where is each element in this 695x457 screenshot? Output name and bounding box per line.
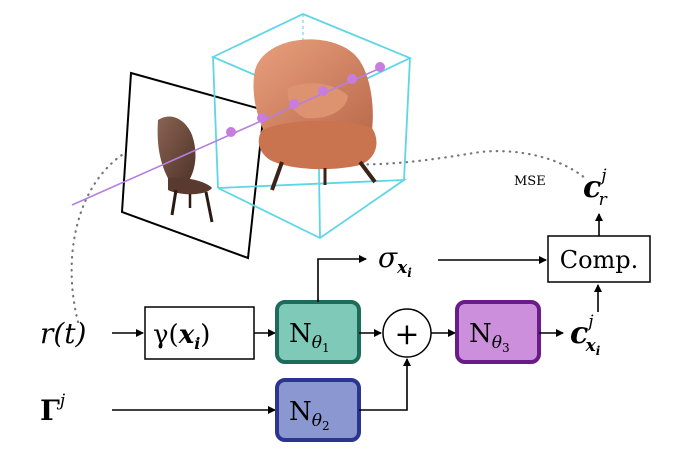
sample-point xyxy=(257,113,267,123)
image-plane-chair xyxy=(157,116,214,223)
ray-dotted-arc xyxy=(70,134,587,324)
sample-point xyxy=(226,127,236,137)
sample-point xyxy=(289,99,299,109)
positional-encoding-box xyxy=(144,306,255,360)
loss-label: MSE xyxy=(514,174,546,189)
arrow-n1-to-sigma xyxy=(317,255,367,302)
sum-symbol: + xyxy=(394,317,419,352)
network-n3-label: Nθ3 xyxy=(469,319,510,355)
scene-chair xyxy=(253,39,377,191)
composite-box xyxy=(547,235,651,283)
network-n1-label: Nθ1 xyxy=(289,319,330,355)
sample-point xyxy=(347,74,357,84)
arrow-n2-to-sum xyxy=(359,358,411,411)
composite-label: Comp. xyxy=(560,246,639,274)
ray-input-label: r(t) xyxy=(40,317,86,350)
network-n2-label: Nθ2 xyxy=(289,397,330,433)
density-label: σxi xyxy=(378,241,412,280)
sample-point xyxy=(318,86,328,96)
positional-encoding-label: γ(xi) xyxy=(153,320,210,353)
scene-illustration xyxy=(70,13,587,324)
point-color-label: cj xi xyxy=(570,312,601,358)
sample-point xyxy=(375,62,385,72)
latent-input-label: Γj xyxy=(40,391,66,427)
network-n3-box xyxy=(455,300,541,364)
ray-color-label: cj r xyxy=(583,166,608,210)
